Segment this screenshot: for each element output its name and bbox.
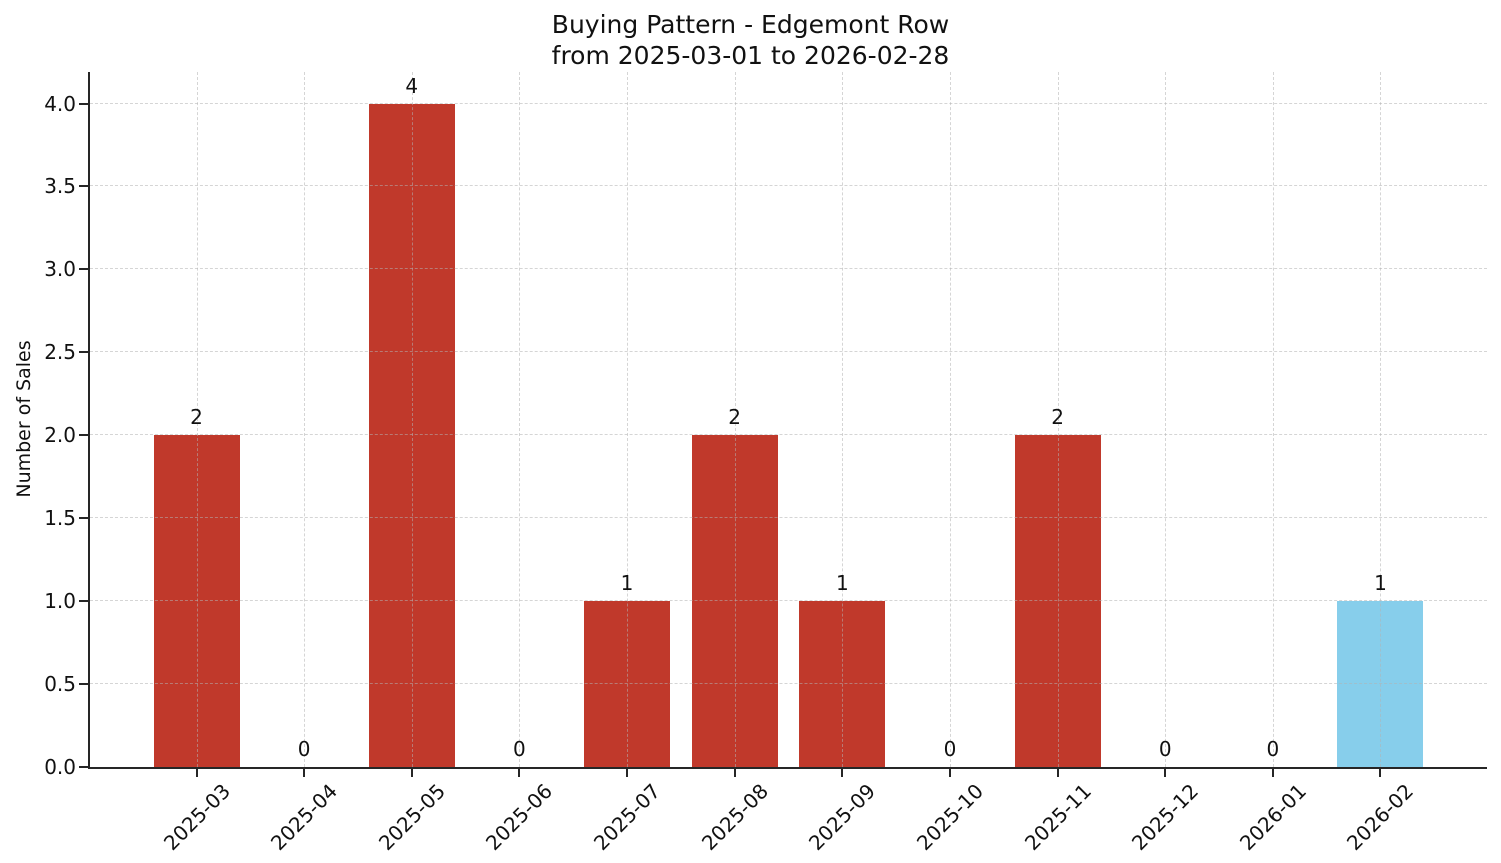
- y-tick-mark: [79, 351, 88, 354]
- y-tick-mark: [79, 600, 88, 603]
- bar-value-label: 1: [620, 571, 634, 596]
- x-tick-label: 2025-03: [158, 778, 235, 856]
- x-tick-mark: [841, 767, 844, 777]
- y-tick-mark: [79, 102, 88, 105]
- gridline-horizontal: [90, 268, 1487, 270]
- gridline-vertical: [627, 72, 629, 767]
- x-tick-mark: [1056, 767, 1059, 777]
- y-tick-label: 1.5: [44, 506, 76, 531]
- x-tick-label: 2025-05: [373, 778, 450, 856]
- y-axis-spine: [88, 72, 90, 769]
- gridline-vertical: [1380, 72, 1382, 767]
- chart-title-line-2: from 2025-03-01 to 2026-02-28: [551, 41, 950, 70]
- y-tick-label: 3.5: [44, 174, 76, 199]
- x-tick-label: 2025-06: [481, 778, 558, 856]
- x-tick-label: 2026-01: [1234, 778, 1311, 856]
- y-tick-label: 2.0: [44, 423, 76, 448]
- bar-value-label: 2: [190, 405, 203, 430]
- x-tick-label: 2026-02: [1342, 778, 1419, 856]
- gridline-vertical: [1272, 72, 1274, 767]
- gridline-vertical: [304, 72, 306, 767]
- x-tick-mark: [195, 767, 198, 777]
- x-axis-spine: [88, 767, 1487, 769]
- bar-value-label: 0: [513, 737, 526, 761]
- bar-value-label: 0: [943, 737, 957, 761]
- x-tick-mark: [1379, 767, 1382, 777]
- x-tick-label: 2025-12: [1127, 778, 1204, 856]
- x-tick-mark: [303, 767, 306, 777]
- y-tick-mark: [79, 434, 88, 437]
- gridline-horizontal: [90, 600, 1487, 602]
- gridline-vertical: [949, 72, 951, 767]
- x-tick-mark: [948, 767, 951, 777]
- x-tick-mark: [626, 767, 629, 777]
- y-tick-mark: [79, 766, 88, 768]
- y-tick-label: 0.5: [44, 672, 76, 697]
- gridline-vertical: [519, 72, 521, 767]
- gridline-vertical: [411, 72, 413, 767]
- y-tick-label: 4.0: [44, 91, 76, 116]
- bar-value-label: 0: [1158, 737, 1172, 761]
- plot-area: 2025-03 2 2025-04 0 2025-05 4 2025-06 0 2025-07 1…: [79, 72, 1487, 855]
- bar-value-label: 4: [405, 73, 419, 98]
- gridline-horizontal: [90, 434, 1487, 436]
- bar-value-label: 1: [1374, 571, 1387, 596]
- gridline-horizontal: [90, 517, 1487, 519]
- gridline-vertical: [1057, 72, 1059, 767]
- y-tick-mark: [79, 517, 88, 520]
- x-tick-label: 2025-08: [696, 778, 773, 856]
- gridline-vertical: [842, 72, 844, 767]
- bar-value-label: 0: [1266, 737, 1280, 761]
- x-tick-mark: [410, 767, 413, 777]
- bar-value-label: 0: [297, 737, 311, 761]
- y-tick-mark: [79, 268, 88, 271]
- y-tick-label: 2.5: [44, 340, 76, 365]
- gridline-horizontal: [90, 351, 1487, 353]
- bar-value-label: 2: [1051, 405, 1064, 430]
- gridline-vertical: [734, 72, 736, 767]
- y-tick-label: 0.0: [44, 755, 76, 779]
- x-tick-label: 2025-10: [911, 778, 988, 856]
- y-tick-label: 3.0: [44, 257, 76, 282]
- gridline-horizontal: [90, 683, 1487, 685]
- chart-title: Buying Pattern - Edgemont Row from 2025-…: [0, 9, 1501, 71]
- x-tick-mark: [733, 767, 736, 777]
- x-tick-mark: [1164, 767, 1167, 777]
- x-tick-label: 2025-07: [589, 778, 666, 856]
- x-tick-label: 2025-09: [804, 778, 881, 856]
- x-tick-mark: [1271, 767, 1274, 777]
- gridline-vertical: [1165, 72, 1167, 767]
- bar-value-label: 1: [835, 571, 849, 596]
- gridline-vertical: [196, 72, 198, 767]
- x-tick-label: 2025-11: [1019, 778, 1096, 856]
- y-tick-mark: [79, 185, 88, 188]
- gridline-horizontal: [90, 102, 1487, 104]
- bar-value-label: 2: [728, 405, 742, 430]
- x-tick-label: 2025-04: [266, 778, 343, 856]
- y-tick-label: 1.0: [44, 589, 76, 614]
- y-tick-mark: [79, 683, 88, 686]
- chart-title-line-1: Buying Pattern - Edgemont Row: [551, 10, 950, 39]
- x-tick-mark: [518, 767, 521, 777]
- gridline-horizontal: [90, 185, 1487, 187]
